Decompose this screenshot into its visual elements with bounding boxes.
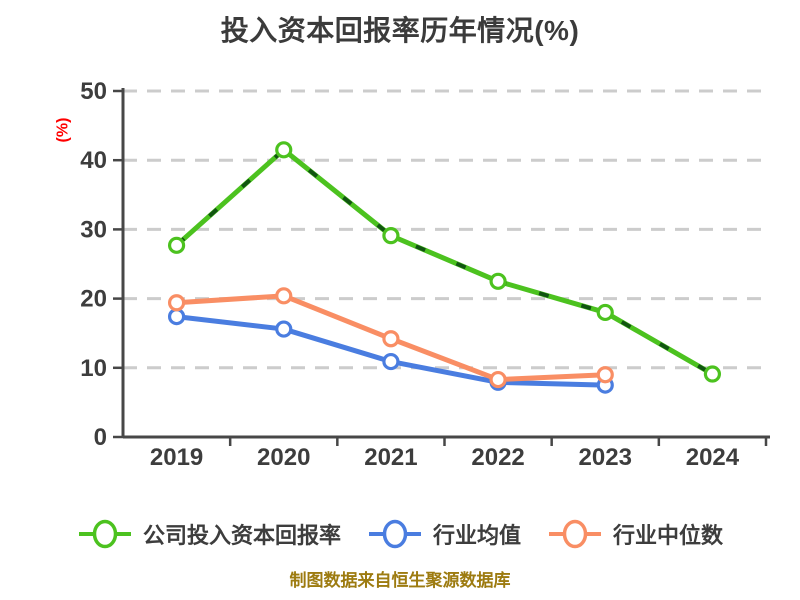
- marker-company-roic: [596, 303, 614, 322]
- marker-company-roic: [382, 227, 400, 245]
- marker-company-roic: [703, 365, 722, 383]
- x-tick-label: 2021: [364, 444, 417, 471]
- y-tick-label: 40: [80, 147, 107, 174]
- marker-industry-average: [382, 352, 400, 371]
- marker-industry-median: [275, 287, 293, 305]
- marker-industry-average: [167, 307, 186, 326]
- chart-title: 投入资本回报率历年情况(%): [220, 15, 580, 46]
- legend-label-industry-average: 行业均值: [432, 523, 521, 548]
- legend: 公司投入资本回报率 行业均值 行业中位数: [0, 518, 800, 550]
- x-tick-label: 2020: [257, 444, 310, 471]
- legend-line-circle-icon: [78, 519, 131, 549]
- marker-company-roic: [489, 272, 507, 290]
- legend-label-company-roic: 公司投入资本回报率: [142, 523, 341, 548]
- marker-industry-median: [489, 370, 507, 389]
- plot-area: 0 10 20 30 40 50 2019 2020 2021 2022 2023 2024: [80, 78, 770, 471]
- marker-company-roic: [167, 236, 186, 254]
- legend-line-circle-icon: [549, 519, 601, 549]
- data-source-caption: 制图数据来自恒生聚源数据库: [289, 571, 511, 590]
- y-tick-label: 0: [94, 424, 107, 451]
- marker-industry-median: [596, 366, 614, 384]
- x-tick-label: 2022: [471, 444, 524, 471]
- x-tick-label: 2019: [150, 444, 203, 471]
- x-tick-label: 2024: [686, 444, 740, 471]
- legend-item-company-roic: 公司投入资本回报率: [77, 518, 341, 550]
- line-company-roic-dash-overlay: [175, 147, 714, 376]
- marker-industry-average: [275, 320, 293, 338]
- legend-item-industry-median: 行业中位数: [547, 518, 723, 550]
- legend-item-industry-average: 行业均值: [367, 518, 521, 550]
- line-industry-average: [176, 314, 606, 388]
- line-company-roic: [174, 147, 714, 377]
- y-tick-label: 20: [80, 286, 107, 313]
- y-tick-label: 30: [80, 216, 107, 243]
- legend-label-industry-median: 行业中位数: [613, 523, 724, 548]
- y-tick-label: 50: [80, 78, 107, 105]
- legend-line-circle-icon: [368, 519, 421, 549]
- marker-industry-median: [382, 330, 400, 348]
- y-tick-label: 10: [80, 355, 107, 382]
- marker-company-roic: [275, 141, 293, 159]
- marker-industry-median: [167, 294, 186, 312]
- x-tick-label: 2023: [579, 444, 632, 471]
